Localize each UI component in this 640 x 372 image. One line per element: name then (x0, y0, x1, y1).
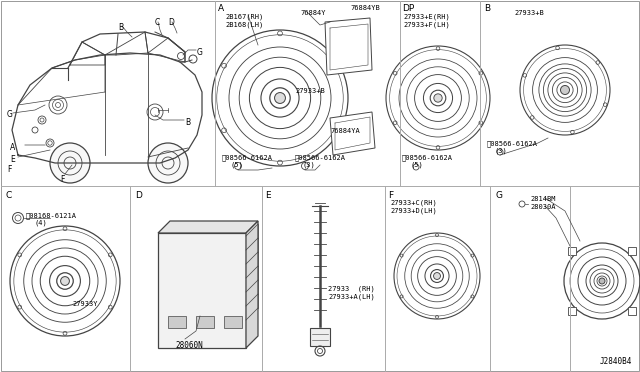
Text: F: F (60, 175, 65, 184)
Circle shape (148, 143, 188, 183)
Text: Ⓑ08566-6162A: Ⓑ08566-6162A (222, 154, 273, 161)
Text: (3): (3) (495, 147, 508, 154)
Text: C: C (5, 191, 12, 200)
Bar (158, 233, 246, 348)
Text: 76884YB: 76884YB (350, 5, 380, 11)
Text: G: G (197, 48, 203, 57)
Text: 27933  (RH): 27933 (RH) (328, 286, 375, 292)
Text: F: F (388, 191, 393, 200)
Text: F: F (7, 165, 12, 174)
Text: 2B168(LH): 2B168(LH) (225, 21, 263, 28)
Polygon shape (325, 18, 372, 75)
Bar (224, 316, 242, 328)
Polygon shape (158, 221, 258, 233)
Text: Ⓑ08566-6162A: Ⓑ08566-6162A (487, 140, 538, 147)
Text: A: A (10, 143, 15, 152)
Circle shape (434, 94, 442, 102)
Text: 27933+E(RH): 27933+E(RH) (403, 14, 450, 20)
Circle shape (561, 86, 570, 94)
Text: 27933+D(LH): 27933+D(LH) (390, 207, 436, 214)
Text: 27933+F(LH): 27933+F(LH) (403, 21, 450, 28)
Text: A: A (218, 4, 224, 13)
Text: B: B (185, 118, 190, 127)
Circle shape (61, 277, 69, 285)
Text: J2840B4: J2840B4 (600, 357, 632, 366)
Text: DP: DP (402, 4, 414, 13)
Text: 28060N: 28060N (175, 341, 203, 350)
Text: ①08566-6162A: ①08566-6162A (295, 154, 346, 161)
Text: 27933+A(LH): 27933+A(LH) (328, 293, 375, 299)
Polygon shape (246, 221, 258, 348)
Bar (568, 247, 576, 255)
Text: Ⓑ08168-6121A: Ⓑ08168-6121A (26, 212, 77, 219)
Text: B: B (118, 23, 123, 32)
Text: D: D (168, 18, 174, 27)
Text: 2B167(RH): 2B167(RH) (225, 14, 263, 20)
Bar (196, 316, 214, 328)
Text: 2814BM: 2814BM (530, 196, 556, 202)
Bar (310, 328, 330, 346)
Circle shape (50, 143, 90, 183)
Polygon shape (330, 112, 375, 155)
Bar (628, 307, 636, 315)
Bar (628, 247, 636, 255)
Text: 27933+B: 27933+B (514, 10, 544, 16)
Text: (3): (3) (303, 161, 316, 167)
Text: 76884YA: 76884YA (330, 128, 360, 134)
Text: B: B (484, 4, 490, 13)
Text: G: G (7, 110, 13, 119)
Text: 27933+B: 27933+B (295, 88, 324, 94)
Text: 27933+C(RH): 27933+C(RH) (390, 200, 436, 206)
Text: G: G (495, 191, 502, 200)
Text: C: C (155, 18, 160, 27)
Text: (5): (5) (410, 161, 423, 167)
Text: E: E (265, 191, 271, 200)
Bar (168, 316, 186, 328)
Text: 76884Y: 76884Y (300, 10, 326, 16)
Text: E: E (10, 155, 15, 164)
Text: (4): (4) (34, 219, 47, 225)
Bar (568, 307, 576, 315)
Circle shape (599, 278, 605, 284)
Circle shape (275, 93, 285, 103)
Text: Ⓑ08566-6162A: Ⓑ08566-6162A (402, 154, 453, 161)
Circle shape (433, 273, 440, 279)
Text: (5): (5) (230, 161, 243, 167)
Text: 27933Y: 27933Y (72, 301, 97, 307)
Text: D: D (135, 191, 142, 200)
Text: 28030A: 28030A (530, 204, 556, 210)
